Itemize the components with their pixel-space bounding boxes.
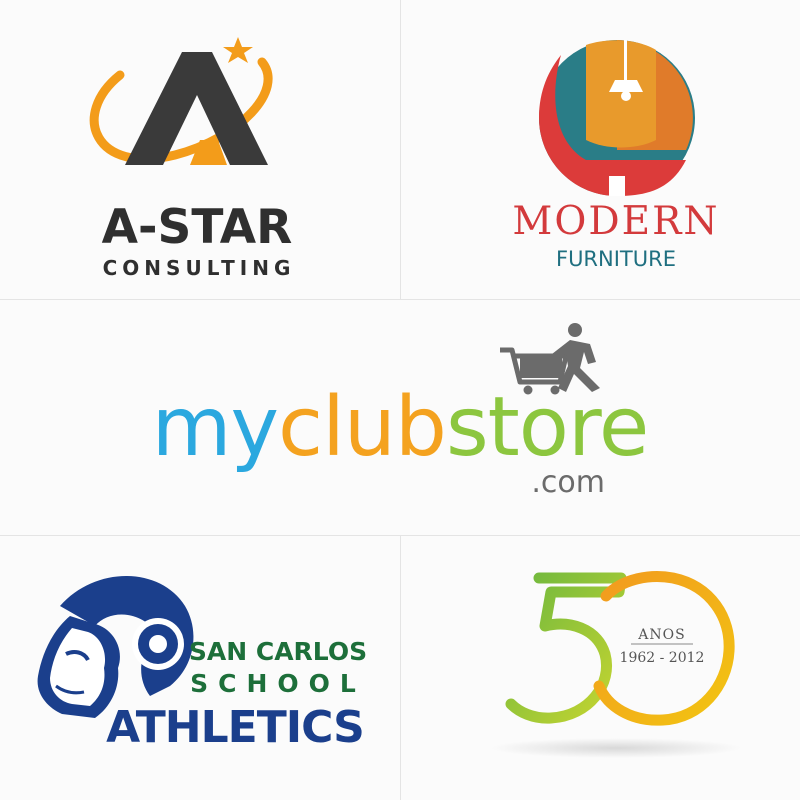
astar-tagline: CONSULTING [103,256,296,280]
fifty-swoosh-icon [491,571,741,758]
chair-lamp-circle-icon [539,40,695,196]
ram-head-icon [37,576,194,718]
modern-furniture-logo-card: MODERN FURNITURE [401,0,800,299]
wordmark-store: store [446,380,648,475]
letter-a-star-orbit-icon [89,37,273,165]
wordmark-club: club [278,380,446,475]
san-carlos-athletics-logo-card: SAN CARLOS SCHOOL ATHLETICS [0,536,400,800]
athletics-line3: ATHLETICS [106,702,364,753]
modern-furniture-logo: MODERN FURNITURE [512,40,719,271]
anniversary-logo: ANOS 1962 - 2012 [491,571,741,758]
vertical-divider-top [400,0,401,300]
myclubstore-suffix: .com [531,465,605,500]
san-carlos-athletics-logo: SAN CARLOS SCHOOL ATHLETICS [37,576,367,753]
modern-tagline: FURNITURE [556,247,676,271]
horizontal-divider-top [0,299,800,300]
astar-logo: A-STAR CONSULTING [89,37,296,280]
vertical-divider-bottom [400,536,401,800]
myclubstore-logo-card: myclubstore .com [0,300,800,535]
athletics-line2: SCHOOL [190,669,366,698]
astar-name: A-STAR [102,200,293,255]
astar-logo-card: A-STAR CONSULTING [0,0,400,299]
anniversary-years: 1962 - 2012 [620,650,705,666]
shopping-cart-person-icon [500,323,600,395]
myclubstore-wordmark: myclubstore [152,380,649,475]
anniversary-logo-card: ANOS 1962 - 2012 [401,536,800,800]
wordmark-my: my [152,380,278,475]
anniversary-label: ANOS [637,627,685,643]
athletics-line1: SAN CARLOS [189,637,367,666]
myclubstore-logo: myclubstore .com [152,323,649,500]
horizontal-divider-bottom [0,535,800,536]
modern-name: MODERN [512,199,719,244]
